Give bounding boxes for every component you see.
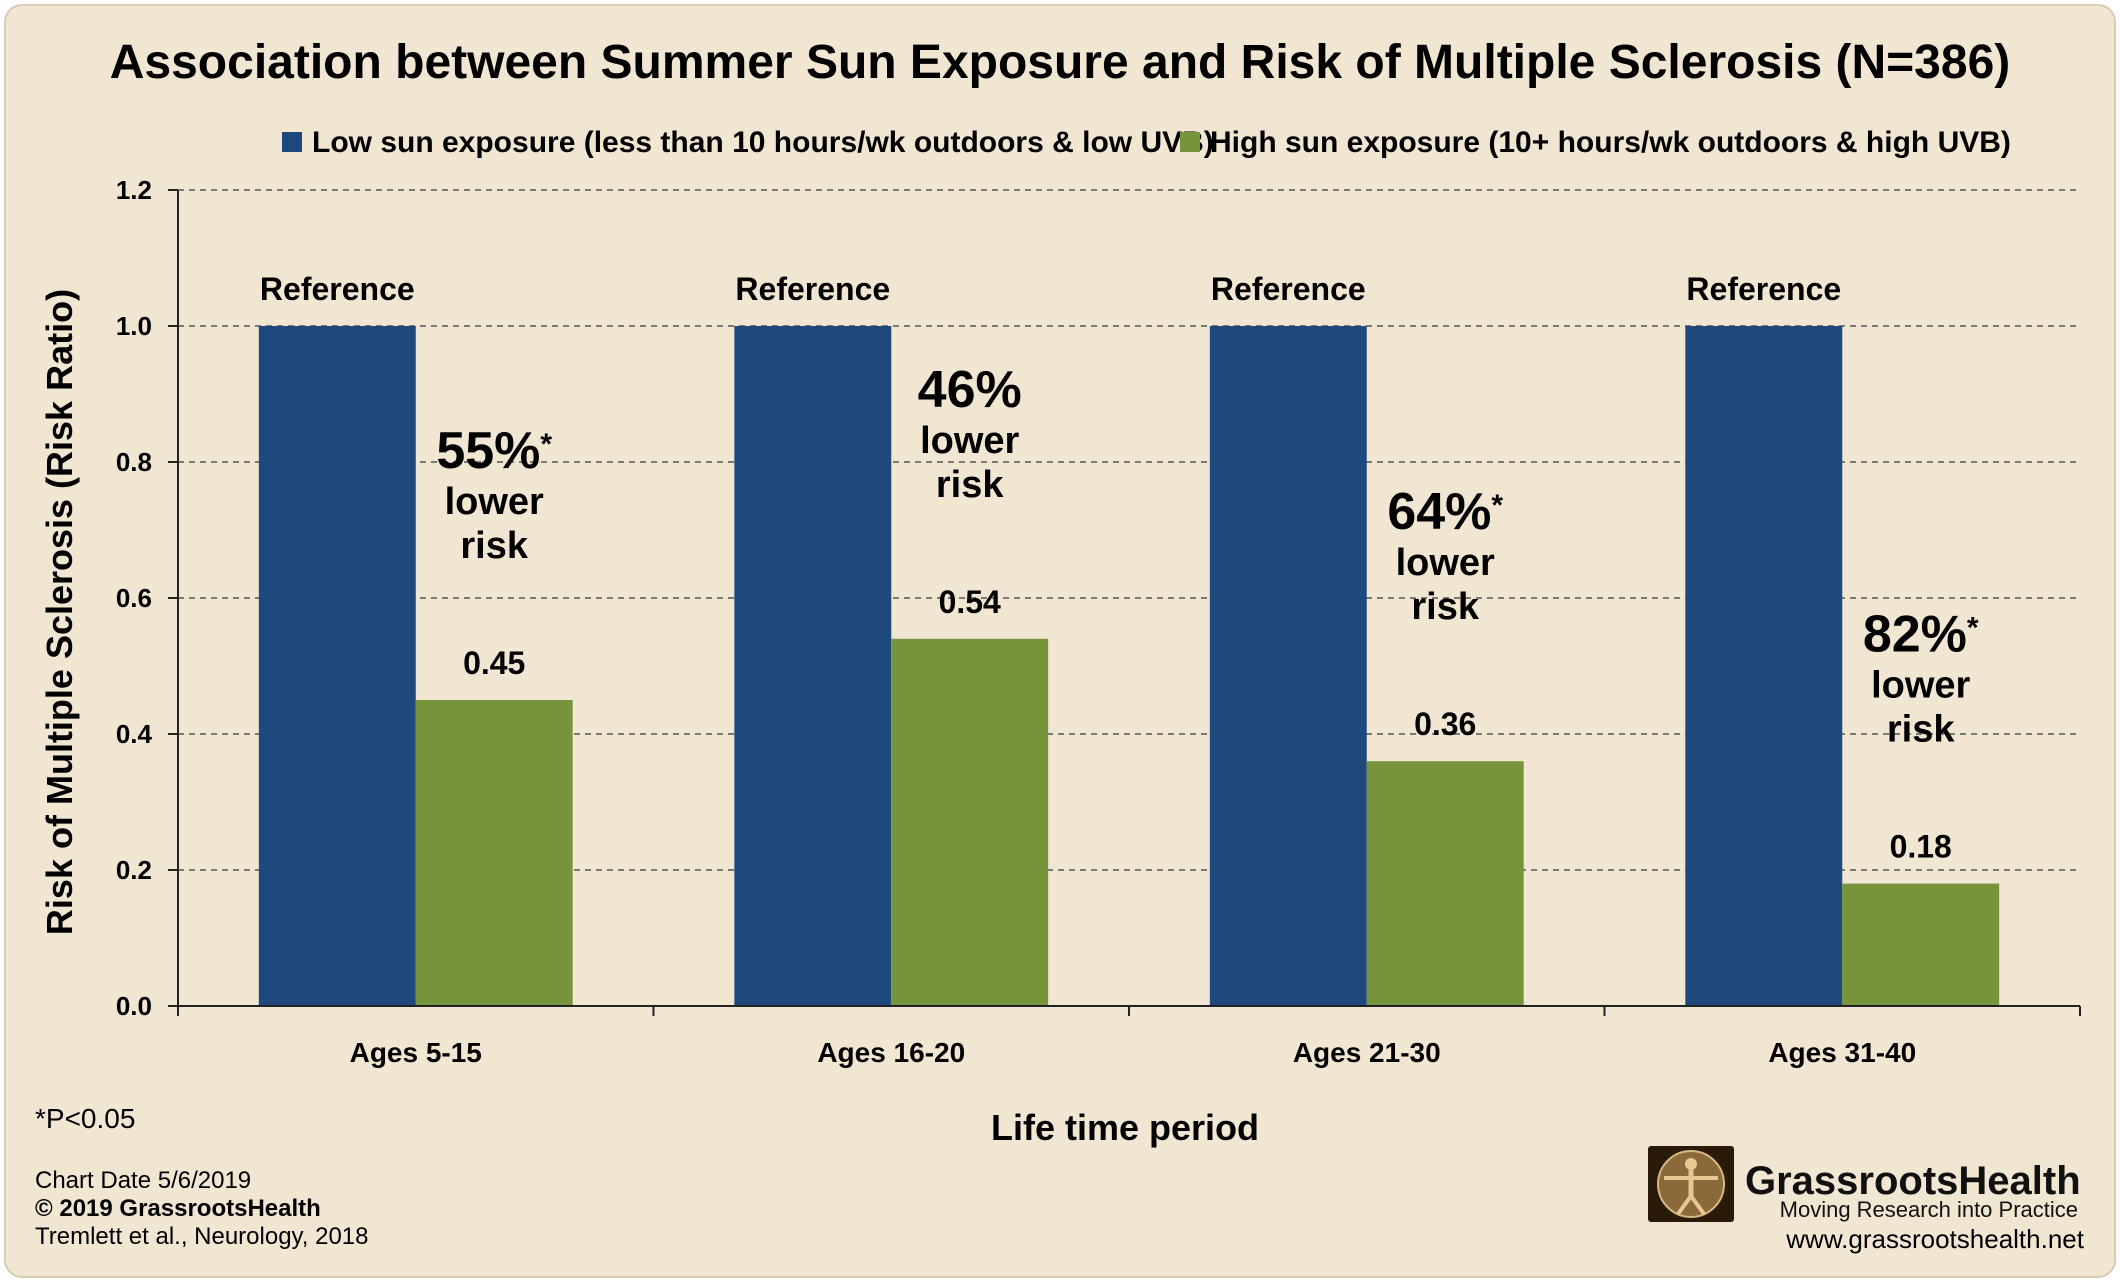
y-tick-label: 0.0 [116, 991, 152, 1021]
y-tick-label: 0.2 [116, 855, 152, 885]
y-tick-label: 0.6 [116, 583, 152, 613]
bar-high-exposure [1842, 883, 2000, 1006]
value-label: 0.45 [463, 645, 525, 681]
bars [258, 326, 2000, 1006]
chart-title: Association between Summer Sun Exposure … [110, 36, 2011, 89]
legend-swatch-high [1180, 132, 1200, 152]
bar-low-exposure [1685, 326, 1843, 1006]
significance-note: *P<0.05 [35, 1103, 135, 1134]
brand-tagline: Moving Research into Practice [1780, 1197, 2078, 1222]
brand-url[interactable]: www.grassrootshealth.net [1785, 1224, 2084, 1254]
reference-label: Reference [1211, 271, 1366, 307]
risk-line-2: risk [936, 464, 1004, 506]
risk-line-2: risk [1411, 586, 1479, 628]
y-tick-label: 0.8 [116, 447, 152, 477]
value-label: 0.54 [939, 584, 1001, 620]
value-label: 0.18 [1890, 829, 1952, 865]
chart-date: Chart Date 5/6/2019 [35, 1167, 251, 1194]
legend-label-low: Low sun exposure (less than 10 hours/wk … [312, 126, 1214, 159]
value-label: 0.36 [1414, 706, 1476, 742]
reference-label: Reference [260, 271, 415, 307]
y-tick-label: 0.4 [116, 719, 153, 749]
brand-block: GrassrootsHealth Moving Research into Pr… [1648, 1146, 2085, 1254]
risk-percent: 82%* [1863, 606, 1979, 664]
y-tick-label: 1.0 [116, 311, 152, 341]
risk-line-1: lower [920, 420, 1019, 462]
data-labels: Reference 0.45 Reference 0.54 Reference 0.36 R… [260, 271, 1952, 865]
category-labels: Ages 5-15 Ages 16-20 Ages 21-30 Ages 31-40 [350, 1037, 1917, 1068]
y-tick-label: 1.2 [116, 175, 152, 205]
bar-low-exposure [258, 326, 416, 1006]
category-label: Ages 5-15 [350, 1037, 482, 1068]
risk-line-1: lower [445, 481, 544, 523]
vitruvian-man-icon [1648, 1146, 1734, 1222]
legend-label-high: High sun exposure (10+ hours/wk outdoors… [1210, 126, 2011, 159]
copyright: © 2019 GrassrootsHealth [35, 1195, 321, 1222]
bar-high-exposure [1366, 761, 1524, 1006]
risk-percent: 55%* [436, 422, 552, 480]
legend: Low sun exposure (less than 10 hours/wk … [282, 126, 2011, 159]
category-label: Ages 31-40 [1768, 1037, 1916, 1068]
x-axis-title: Life time period [991, 1107, 1259, 1148]
bar-low-exposure [734, 326, 892, 1006]
risk-percent: 46% [918, 361, 1022, 419]
y-tick-labels: 0.0 0.2 0.4 0.6 0.8 1.0 1.2 [116, 175, 153, 1021]
bar-high-exposure [415, 700, 573, 1006]
bar-high-exposure [891, 638, 1049, 1006]
citation: Tremlett et al., Neurology, 2018 [35, 1223, 369, 1250]
axes [168, 189, 2081, 1016]
risk-percent: 64%* [1387, 483, 1503, 541]
brand-name: GrassrootsHealth [1745, 1159, 2081, 1203]
category-label: Ages 21-30 [1293, 1037, 1441, 1068]
risk-line-2: risk [1887, 709, 1955, 751]
legend-swatch-low [282, 132, 302, 152]
category-label: Ages 16-20 [817, 1037, 965, 1068]
risk-line-1: lower [1396, 542, 1495, 584]
bar-low-exposure [1209, 326, 1367, 1006]
risk-line-2: risk [460, 525, 528, 567]
reference-label: Reference [735, 271, 890, 307]
reference-label: Reference [1686, 271, 1841, 307]
y-axis-title: Risk of Multiple Sclerosis (Risk Ratio) [39, 289, 80, 935]
risk-line-1: lower [1871, 665, 1970, 707]
